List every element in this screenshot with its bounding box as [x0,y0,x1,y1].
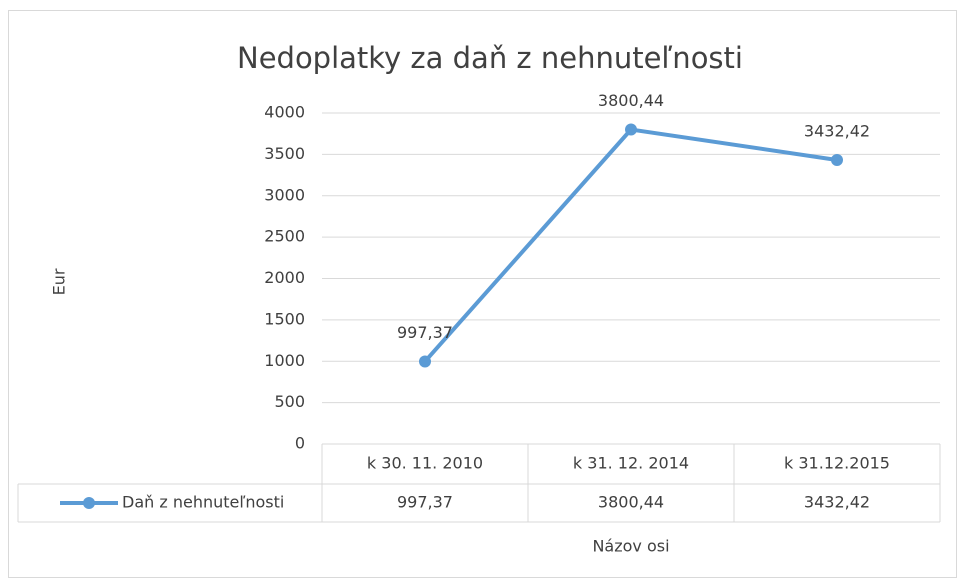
y-tick-label: 0 [295,434,305,453]
data-label: 997,37 [397,323,453,342]
x-axis-label: Názov osi [592,537,669,556]
y-tick-label: 2000 [264,268,305,287]
data-point [625,123,637,136]
data-label: 3432,42 [804,121,870,140]
y-tick-label: 1000 [264,351,305,370]
y-tick-label: 4000 [264,103,305,122]
data-label: 3800,44 [598,91,664,110]
chart-title: Nedoplatky za daň z nehnuteľnosti [237,41,743,75]
y-tick-label: 3000 [264,185,305,204]
legend-marker [83,497,95,509]
table-value: 3432,42 [804,493,870,512]
y-axis-label: Eur [50,268,69,295]
y-tick-label: 1500 [264,309,305,328]
y-tick-label: 3500 [264,144,305,163]
table-value: 997,37 [397,493,453,512]
y-tick-label: 500 [274,392,305,411]
x-tick-label: k 31.12.2015 [784,454,890,473]
x-tick-label: k 30. 11. 2010 [367,454,483,473]
x-tick-label: k 31. 12. 2014 [573,454,689,473]
table-value: 3800,44 [598,493,664,512]
data-point [831,153,843,166]
data-point [419,355,431,368]
legend-label: Daň z nehnuteľnosti [122,493,284,512]
y-tick-label: 2500 [264,227,305,246]
